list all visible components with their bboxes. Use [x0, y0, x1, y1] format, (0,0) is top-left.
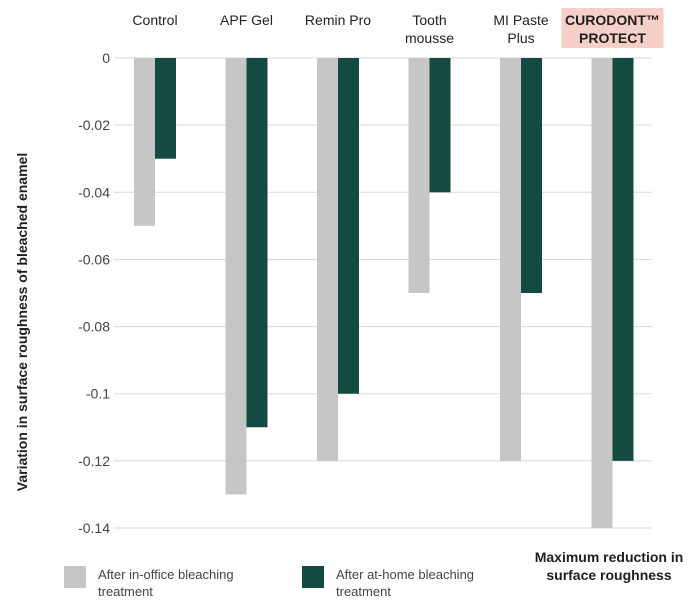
y-axis-label: Variation in surface roughness of bleach…	[14, 153, 30, 491]
max-reduction-note: Maximum reduction in surface roughness	[534, 549, 684, 583]
bar-at-home	[246, 58, 268, 428]
y-tick-label: -0.08	[78, 319, 110, 335]
y-tick-label: -0.12	[78, 453, 110, 469]
y-tick-label: -0.1	[86, 386, 110, 402]
y-tick-label: 0	[102, 50, 110, 66]
highlight-label-bg	[561, 8, 664, 48]
y-tick-label: -0.06	[78, 251, 110, 267]
legend-item-at-home: After at-home bleaching treatment	[302, 566, 496, 600]
category-label: Tooth mousse	[405, 12, 454, 46]
y-tick-label: -0.04	[78, 184, 110, 200]
y-tick-label: -0.14	[78, 520, 110, 536]
legend-label-at-home: After at-home bleaching treatment	[336, 567, 475, 599]
bar-in-office	[134, 58, 155, 226]
category-label: Remin Pro	[305, 12, 371, 28]
bar-in-office	[225, 58, 247, 495]
category-label: APF Gel	[220, 12, 273, 28]
bar-in-office	[317, 58, 338, 461]
legend-label-in-office: After in-office bleaching treatment	[98, 567, 234, 599]
bar-at-home	[521, 58, 542, 293]
bar-in-office	[408, 58, 430, 293]
bar-at-home	[429, 58, 451, 193]
legend-swatch-at-home	[302, 566, 324, 588]
legend-item-in-office: After in-office bleaching treatment	[64, 566, 258, 600]
bar-at-home	[612, 58, 634, 461]
bar-at-home	[155, 58, 176, 159]
y-tick-label: -0.02	[78, 117, 110, 133]
bar-at-home	[338, 58, 359, 394]
category-label: MI Paste Plus	[493, 12, 548, 46]
category-label: CURODONT™ PROTECT	[565, 12, 660, 46]
bar-in-office	[500, 58, 521, 461]
bar-in-office	[591, 58, 613, 528]
category-label: Control	[132, 12, 177, 28]
legend-swatch-in-office	[64, 566, 86, 588]
